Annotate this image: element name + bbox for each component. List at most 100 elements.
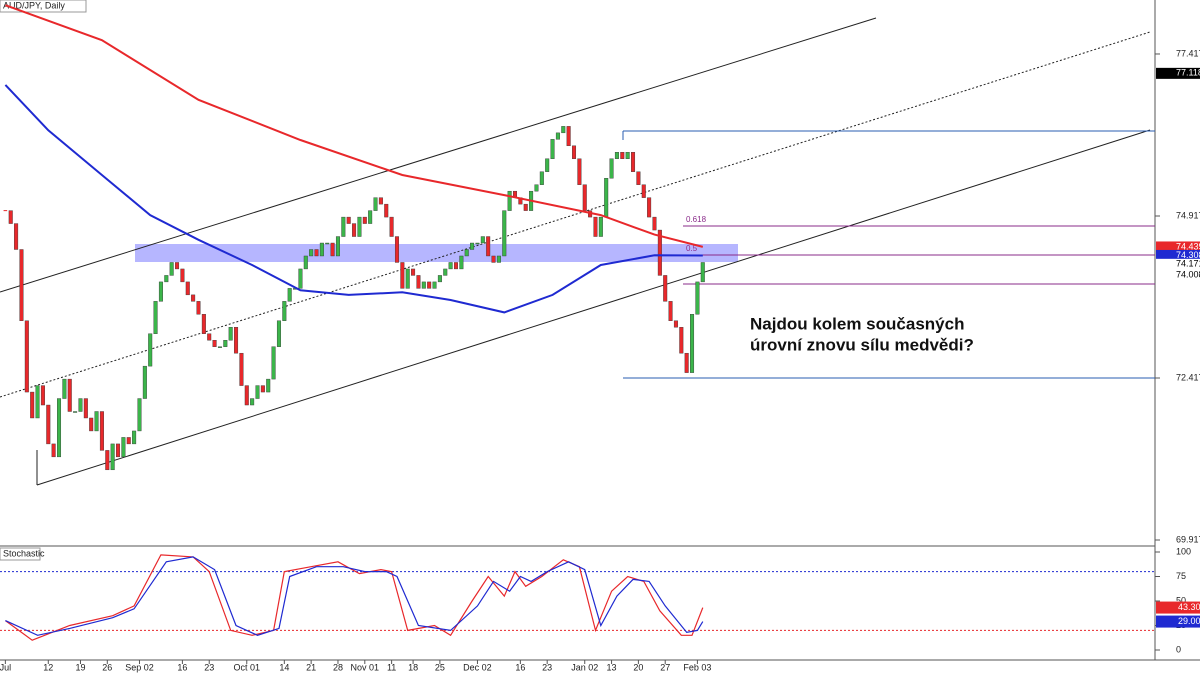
candle [132,430,137,445]
x-tick-label: 23 [542,662,552,672]
x-tick-label: 14 [279,662,289,672]
x-tick-label: 20 [633,662,643,672]
annotation: Najdou kolem současných [750,314,964,333]
panel-title-box [0,547,41,561]
candle [700,262,705,283]
candle [335,236,340,257]
candle [24,320,29,393]
candle [577,158,582,185]
x-tick-label: 23 [204,662,214,672]
price-label: 74.171 [1176,259,1200,269]
candle [459,255,464,270]
x-tick-label: Jan 02 [571,662,598,672]
candle [191,294,196,302]
candle [62,378,67,399]
stochastic-line [5,556,704,636]
x-tick-label: 16 [177,662,187,672]
candle [405,268,410,289]
candle [668,301,673,321]
candle [432,281,437,289]
candle [470,242,475,250]
candle [83,398,88,419]
candle [164,275,169,283]
candle [373,197,378,211]
candle [437,275,442,283]
price-label-box [1156,241,1200,253]
candle [153,301,158,334]
value-label: 43.30 [1178,602,1200,612]
candle [352,223,357,237]
price-label-box [1156,67,1200,79]
candle [35,385,40,419]
x-tick-label: 16 [515,662,525,672]
price-label-box [1156,269,1200,281]
x-tick-label: Dec 02 [463,662,492,672]
candle [690,314,695,373]
fib-label: 0.5 [686,244,698,253]
candle [298,268,303,289]
candle [480,236,485,244]
candle [593,216,598,237]
candle [411,268,416,276]
candle [57,398,62,458]
y-tick-label: 72.417 [1176,372,1200,382]
x-tick-label: 25 [435,662,445,672]
candle [416,275,421,289]
candle [453,262,458,270]
x-tick-label: 13 [607,662,617,672]
candle [266,378,271,393]
candle [663,275,668,302]
x-tick-label: 18 [408,662,418,672]
candle [73,411,78,413]
candle [196,301,201,315]
candle [207,333,212,341]
candle [148,333,153,367]
candle [507,190,512,211]
candle [260,385,265,393]
candle [105,450,110,471]
candle [46,404,51,445]
candle [609,158,614,179]
candle [695,281,700,315]
candle [276,320,281,347]
candle [228,327,233,341]
candle [169,262,174,276]
fib-label: 0.618 [686,215,707,224]
x-tick-label: Sep 02 [125,662,154,672]
price-label: 74.439 [1176,241,1200,251]
candle [234,327,239,354]
candle [561,126,566,134]
x-tick-label: 27 [660,662,670,672]
candle [287,288,292,302]
candle [19,249,24,321]
candle [598,216,603,237]
y-tick-label: 69.917 [1176,534,1200,544]
candle [271,346,276,380]
candle [51,443,56,458]
candle [185,281,190,296]
candle [572,145,577,159]
candle [566,126,571,147]
x-tick-label: Jul [0,662,11,672]
candle [137,398,142,432]
annotation: úrovní znovu sílu medvědi? [750,335,974,354]
price-label: 77.118 [1176,68,1200,78]
candle [534,184,539,192]
candle [394,236,399,263]
x-tick-label: Nov 01 [351,662,380,672]
value-label: 29.00 [1178,616,1200,626]
candle [94,411,99,432]
candle [346,216,351,224]
chart-title: AUD/JPY, Daily [3,0,65,10]
candle [175,262,180,270]
candle [30,391,35,419]
value-box [1156,615,1200,628]
candle [647,197,652,218]
candle [502,210,507,257]
candle [116,443,121,458]
x-tick-label: 12 [43,662,53,672]
y-tick-label: 77.417 [1176,48,1200,58]
candle [625,152,630,159]
stochastic-line [5,554,704,641]
y-tick-label: 100 [1176,546,1191,556]
